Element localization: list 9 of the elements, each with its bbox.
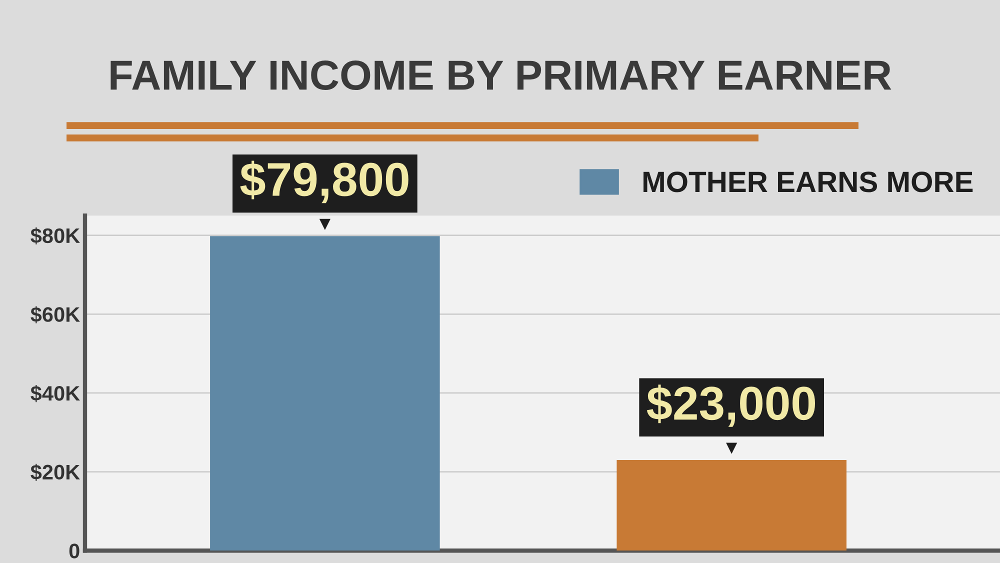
y-tick-label: $60K — [30, 306, 80, 324]
y-tick-label: $80K — [30, 227, 80, 244]
chart-title: FAMILY INCOME BY PRIMARY EARNER — [110, 60, 892, 90]
data-label: $79,800 — [240, 160, 408, 204]
y-tick-label: 0 — [69, 544, 80, 558]
y-tick-label: $40K — [30, 385, 80, 402]
y-tick-label: $20K — [30, 464, 80, 481]
data-label: $23,000 — [646, 384, 816, 427]
legend-label: MOTHER EARNS MORE — [644, 172, 973, 192]
